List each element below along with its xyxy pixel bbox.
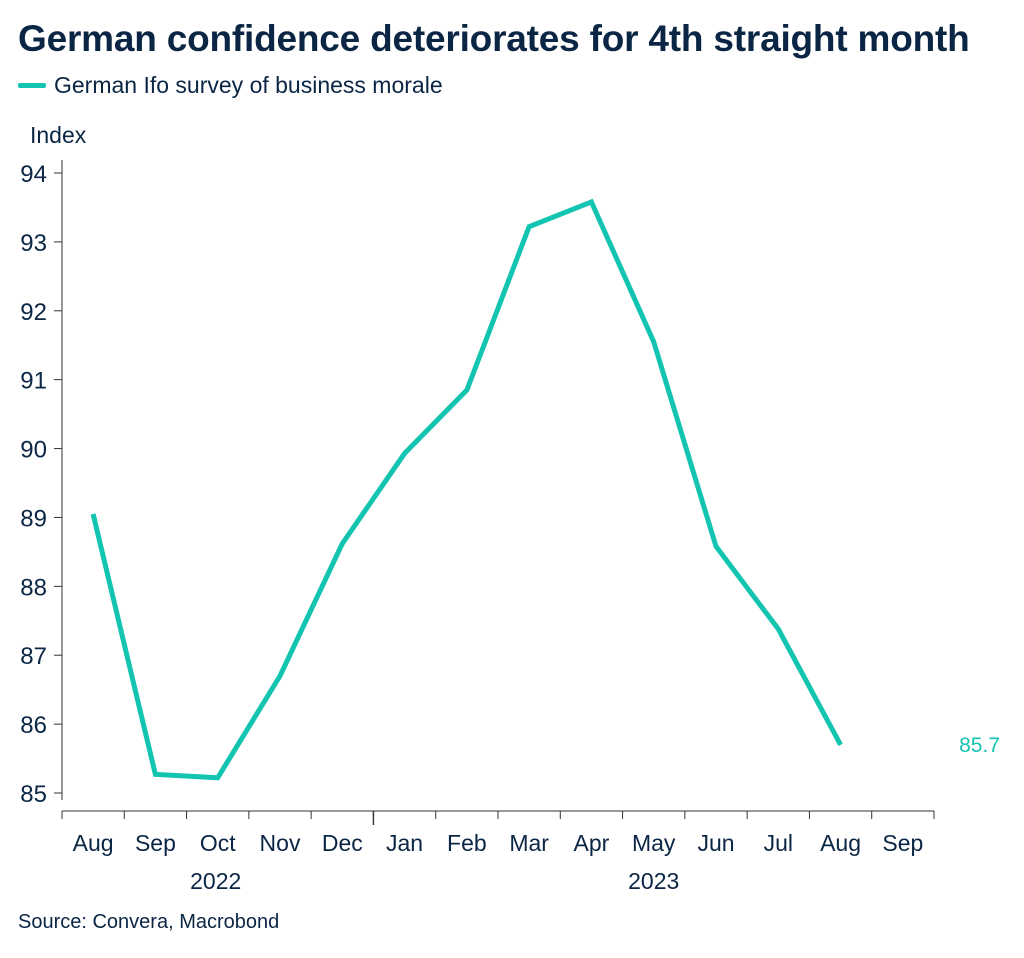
y-tick-label: 90 (20, 437, 47, 464)
x-tick-label: Dec (322, 830, 363, 856)
x-tick-label: Sep (135, 830, 176, 856)
y-tick-label: 91 (20, 368, 47, 395)
series-line-ifo (90, 198, 843, 781)
x-tick-label: Aug (73, 830, 114, 856)
last-value-label: 85.7 (959, 734, 1000, 757)
y-tick-label: 87 (20, 643, 47, 670)
series (90, 198, 843, 781)
x-tick-label: Jul (764, 830, 793, 856)
y-tick-label: 86 (20, 712, 47, 739)
y-tick-label: 93 (20, 230, 47, 257)
x-tick-label: Oct (200, 830, 236, 856)
y-axis: Index 85 86 87 88 89 90 91 92 93 94 (20, 122, 86, 808)
x-tick-label: Sep (882, 830, 923, 856)
x-axis: Aug Sep Oct Nov Dec Jan Feb Mar Apr May Jun Jul Aug S… (61, 810, 935, 894)
y-tick-label: 94 (20, 161, 47, 188)
y-tick-label: 92 (20, 299, 47, 326)
chart-title: German confidence deteriorates for 4th s… (18, 18, 970, 59)
legend: German Ifo survey of business morale (18, 70, 443, 100)
x-tick-label: Nov (260, 830, 301, 856)
x-tick-label: Mar (509, 830, 549, 856)
year-label: 2022 (190, 868, 241, 894)
y-tick-label: 89 (20, 505, 47, 532)
x-tick-label: Jan (386, 830, 423, 856)
y-tick-label: 85 (20, 781, 47, 808)
y-axis-title: Index (30, 122, 87, 148)
legend-label: German Ifo survey of business morale (54, 71, 443, 98)
x-tick-label: Feb (447, 830, 487, 856)
source-note: Source: Convera, Macrobond (18, 911, 280, 933)
year-label: 2023 (628, 868, 679, 894)
y-tick-label: 88 (20, 574, 47, 601)
annotations: 85.7 (959, 734, 1000, 757)
x-tick-label: Jun (697, 830, 734, 856)
x-tick-label: Aug (820, 830, 861, 856)
x-tick-label: May (632, 830, 676, 856)
x-tick-label: Apr (574, 830, 610, 856)
legend-swatch (18, 82, 46, 88)
